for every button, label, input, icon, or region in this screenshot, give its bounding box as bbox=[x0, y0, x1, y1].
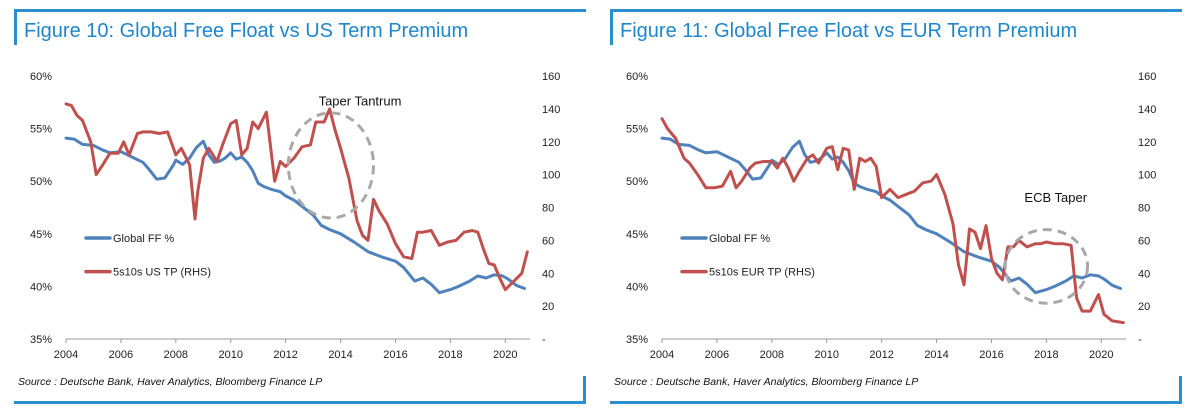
y-right-tick-label: 160 bbox=[1138, 71, 1156, 83]
y-right-tick-label: 40 bbox=[542, 268, 554, 280]
y-left-tick-label: 50% bbox=[30, 176, 52, 188]
y-left-tick-label: 60% bbox=[626, 71, 648, 83]
x-tick-label: 2012 bbox=[273, 349, 297, 361]
series-line-term-premium bbox=[660, 117, 1125, 325]
y-right-tick-label: 140 bbox=[1138, 104, 1156, 116]
legend-label: Global FF % bbox=[709, 233, 770, 245]
y-right-tick-label: - bbox=[1138, 334, 1142, 346]
source-note: Source : Deutsche Bank, Haver Analytics,… bbox=[18, 376, 323, 388]
legend-label: 5s10s US TP (RHS) bbox=[113, 267, 211, 279]
y-left-tick-label: 35% bbox=[626, 334, 648, 346]
x-tick-label: 2004 bbox=[54, 349, 78, 361]
x-tick-label: 2010 bbox=[814, 349, 838, 361]
figure-title: Figure 10: Global Free Float vs US Term … bbox=[24, 20, 469, 42]
x-tick-label: 2006 bbox=[109, 349, 133, 361]
panel-top-rule bbox=[610, 9, 1182, 12]
panel-bottom-right-rule bbox=[1179, 376, 1182, 402]
y-right-tick-label: 20 bbox=[1138, 301, 1150, 313]
y-right-tick-label: - bbox=[542, 334, 546, 346]
x-tick-label: 2014 bbox=[924, 349, 948, 361]
y-right-tick-label: 60 bbox=[1138, 235, 1150, 247]
annotation-label: ECB Taper bbox=[1024, 190, 1087, 205]
x-tick-label: 2018 bbox=[438, 349, 462, 361]
x-tick-label: 2016 bbox=[383, 349, 407, 361]
y-left-tick-label: 45% bbox=[626, 229, 648, 241]
figure-title: Figure 11: Global Free Float vs EUR Term… bbox=[620, 20, 1078, 42]
y-left-tick-label: 45% bbox=[30, 229, 52, 241]
figure-11-panel: Figure 11: Global Free Float vs EUR Term… bbox=[606, 0, 1186, 410]
y-right-tick-label: 100 bbox=[542, 170, 560, 182]
highlight-ellipse bbox=[1003, 228, 1090, 305]
x-tick-label: 2016 bbox=[979, 349, 1003, 361]
y-right-tick-label: 100 bbox=[1138, 170, 1156, 182]
figure-10-chart: 35% 40% 45% 50% 55% 60% - 20 40 60 80 100 120 140 160 2… bbox=[30, 71, 560, 361]
y-right-tick-label: 80 bbox=[1138, 203, 1150, 215]
panel-bottom-rule bbox=[14, 401, 586, 404]
y-right-tick-label: 160 bbox=[542, 71, 560, 83]
y-right-tick-label: 120 bbox=[1138, 137, 1156, 149]
figure-10-panel: Figure 10: Global Free Float vs US Term … bbox=[10, 0, 590, 410]
highlight-ellipse bbox=[286, 111, 376, 220]
panel-top-rule bbox=[14, 9, 586, 12]
x-tick-label: 2014 bbox=[328, 349, 352, 361]
legend-label: Global FF % bbox=[113, 233, 174, 245]
y-left-tick-label: 55% bbox=[626, 124, 648, 136]
x-tick-label: 2004 bbox=[650, 349, 674, 361]
panel-title-rule bbox=[14, 9, 17, 45]
y-right-tick-label: 120 bbox=[542, 137, 560, 149]
y-left-tick-label: 60% bbox=[30, 71, 52, 83]
series-line-global-ff bbox=[64, 136, 526, 295]
y-right-tick-label: 20 bbox=[542, 301, 554, 313]
x-tick-label: 2006 bbox=[705, 349, 729, 361]
x-tick-label: 2020 bbox=[493, 349, 517, 361]
annotation-label: Taper Tantrum bbox=[319, 93, 402, 108]
y-left-tick-label: 35% bbox=[30, 334, 52, 346]
y-right-tick-label: 40 bbox=[1138, 268, 1150, 280]
legend-label: 5s10s EUR TP (RHS) bbox=[709, 267, 815, 279]
y-left-tick-label: 50% bbox=[626, 176, 648, 188]
y-right-tick-label: 60 bbox=[542, 235, 554, 247]
panel-bottom-right-rule bbox=[583, 376, 586, 402]
panel-title-rule bbox=[610, 9, 613, 45]
x-tick-label: 2018 bbox=[1034, 349, 1058, 361]
x-tick-label: 2008 bbox=[164, 349, 188, 361]
y-left-tick-label: 40% bbox=[30, 281, 52, 293]
y-right-tick-label: 140 bbox=[542, 104, 560, 116]
y-left-tick-label: 55% bbox=[30, 124, 52, 136]
figure-11-chart: 35% 40% 45% 50% 55% 60% - 20 40 60 80 100 120 140 160 2… bbox=[626, 71, 1156, 361]
x-tick-label: 2008 bbox=[760, 349, 784, 361]
x-tick-label: 2012 bbox=[869, 349, 893, 361]
panel-bottom-rule bbox=[610, 401, 1182, 404]
y-left-tick-label: 40% bbox=[626, 281, 648, 293]
y-right-tick-label: 80 bbox=[542, 203, 554, 215]
x-tick-label: 2020 bbox=[1089, 349, 1113, 361]
source-note: Source : Deutsche Bank, Haver Analytics,… bbox=[614, 376, 919, 388]
x-tick-label: 2010 bbox=[218, 349, 242, 361]
